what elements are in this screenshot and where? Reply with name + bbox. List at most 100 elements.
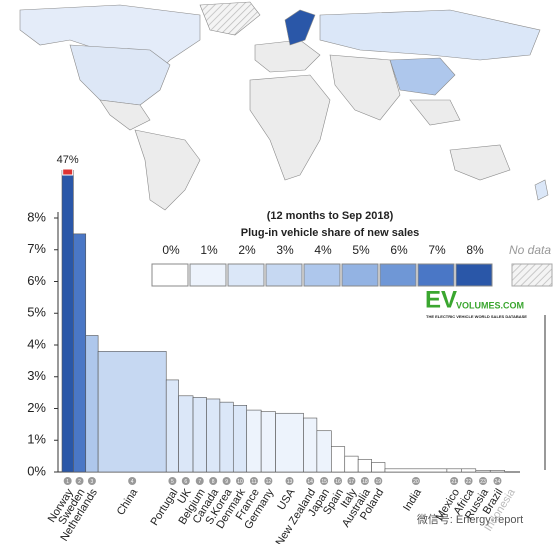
rank-label: 1	[66, 479, 69, 485]
bar	[219, 401, 234, 473]
rank-label: 10	[237, 479, 243, 485]
rank-badge	[479, 477, 488, 485]
y-tick-label: 7%	[27, 241, 46, 256]
bar	[384, 468, 448, 473]
legend-label: 6%	[390, 243, 408, 257]
bar	[165, 379, 179, 473]
rank-label: 3	[91, 479, 94, 485]
rank-badge	[195, 477, 204, 485]
rank-badge	[63, 477, 72, 485]
rank-label: 12	[266, 479, 272, 485]
bar	[275, 412, 304, 473]
bar	[232, 405, 248, 473]
rank-badge	[236, 477, 245, 485]
bar	[178, 395, 194, 473]
x-tick-label: India	[401, 486, 424, 513]
rank-badge	[450, 477, 459, 485]
y-tick-label: 8%	[27, 209, 46, 224]
rank-label: 8	[212, 479, 215, 485]
rank-label: 2	[78, 479, 81, 485]
rank-label: 6	[184, 479, 187, 485]
bar	[246, 409, 262, 473]
rank-badge	[209, 477, 218, 485]
watermark: 微信号: Energy-report	[417, 512, 523, 526]
bar	[303, 417, 318, 473]
rank-label: 24	[495, 479, 501, 485]
bar	[371, 462, 386, 473]
legend-swatch	[265, 263, 303, 287]
rank-label: 14	[307, 479, 313, 485]
bar	[316, 430, 332, 473]
rank-label: 16	[335, 479, 341, 485]
y-tick-label: 6%	[27, 273, 46, 288]
y-tick-label: 1%	[27, 432, 46, 447]
bar	[461, 468, 477, 473]
rank-badge	[264, 477, 273, 485]
rank-badge	[360, 477, 369, 485]
bar	[73, 233, 87, 473]
legend-swatch	[341, 263, 379, 287]
legend-swatch	[151, 263, 189, 287]
rank-label: 5	[171, 479, 174, 485]
bar	[475, 470, 491, 473]
y-tick-label: 0%	[27, 463, 46, 478]
legend-label: 2%	[238, 243, 256, 257]
chart-subtitle: (12 months to Sep 2018)	[267, 210, 394, 222]
flag	[62, 168, 74, 176]
rank-label: 4	[131, 479, 134, 485]
rank-label: 11	[251, 479, 256, 485]
rank-badge	[222, 477, 231, 485]
logo-tagline: THE ELECTRIC VEHICLE WORLD SALES DATABAS…	[426, 314, 527, 319]
rank-badge	[168, 477, 177, 485]
bars	[61, 170, 505, 473]
legend-label: 0%	[162, 243, 180, 257]
bar	[446, 468, 462, 473]
x-tick-label: Portugal	[149, 487, 181, 528]
legend-swatch	[455, 263, 493, 287]
rank-label: 23	[480, 479, 486, 485]
legend-swatch	[417, 263, 455, 287]
chart-title: Plug-in vehicle share of new sales	[241, 227, 420, 239]
rank-badge	[285, 477, 294, 485]
legend-swatch	[379, 263, 417, 287]
rank-badge	[320, 477, 329, 485]
rank-label: 9	[225, 479, 228, 485]
rank-badge	[334, 477, 343, 485]
rank-badge	[493, 477, 502, 485]
rank-label: 18	[362, 479, 368, 485]
legend-label: 1%	[200, 243, 218, 257]
rank-badge	[374, 477, 383, 485]
rank-badge	[411, 477, 420, 485]
x-tick-label: China	[115, 486, 141, 517]
rank-label: 7	[198, 479, 201, 485]
logo-site: VOLUMES.COM	[456, 300, 524, 310]
world-map	[19, 1, 549, 211]
value-label: 47%	[57, 154, 79, 166]
y-tick-label: 5%	[27, 305, 46, 320]
legend-label: 5%	[352, 243, 370, 257]
rank-badge	[75, 477, 84, 485]
bar	[206, 398, 221, 473]
bar	[331, 446, 346, 473]
rank-badge	[87, 477, 96, 485]
legend-swatch	[227, 263, 265, 287]
rank-badge	[347, 477, 356, 485]
bar	[260, 411, 276, 473]
bar	[357, 458, 372, 473]
bar	[489, 470, 505, 473]
bar	[85, 335, 99, 473]
legend-label: 3%	[276, 243, 294, 257]
rank-label: 15	[321, 479, 327, 485]
rank-badge	[181, 477, 190, 485]
y-tick-label: 2%	[27, 400, 46, 415]
bar	[192, 397, 207, 473]
y-tick-label: 4%	[27, 336, 46, 351]
rank-badge	[464, 477, 473, 485]
legend-no-data-swatch	[511, 263, 553, 287]
logo-ev: EV	[425, 286, 457, 313]
legend-swatch	[303, 263, 341, 287]
rank-label: 13	[287, 479, 293, 485]
rank-label: 21	[451, 479, 457, 485]
legend-label: 8%	[466, 243, 484, 257]
